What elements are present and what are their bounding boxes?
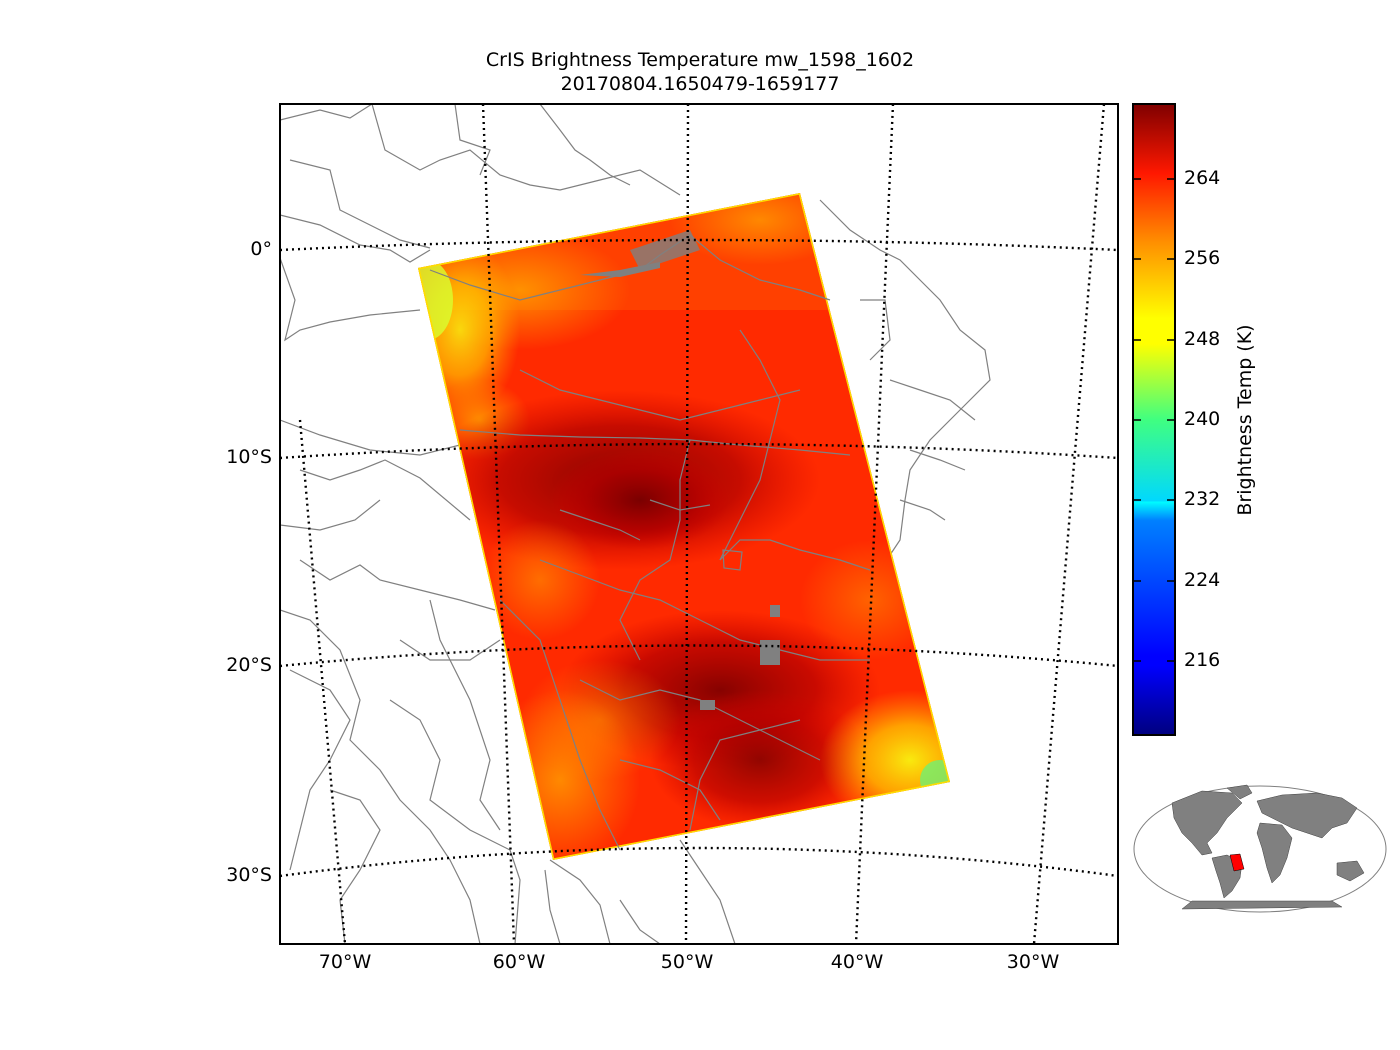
chart-title: CrIS Brightness Temperature mw_1598_1602 — [485, 49, 915, 71]
colorbar-tick-224: 224 — [1184, 569, 1221, 591]
lon-label-70w: 70°W — [318, 951, 372, 973]
coastlines — [280, 104, 991, 944]
lon-label-60w: 60°W — [492, 951, 546, 973]
lat-label-10s: 10°S — [226, 446, 272, 468]
brightness-swath — [418, 193, 950, 860]
lat-label-20s: 20°S — [226, 654, 272, 676]
map-content — [280, 104, 1118, 944]
world-locator-map-icon — [1133, 784, 1387, 913]
lon-label-30w: 30°W — [1006, 951, 1060, 973]
graticule — [280, 104, 1118, 944]
colorbar-ticks — [1133, 178, 1175, 662]
lat-label-0: 0° — [250, 238, 272, 260]
lat-label-30s: 30°S — [226, 864, 272, 886]
colorbar-tick-256: 256 — [1184, 247, 1221, 269]
lon-label-50w: 50°W — [660, 951, 714, 973]
colorbar-tick-248: 248 — [1184, 328, 1221, 350]
map-frame — [279, 103, 1119, 945]
colorbar-title: Brightness Temp (K) — [1234, 324, 1256, 516]
chart-subtitle: 20170804.1650479-1659177 — [560, 73, 840, 95]
lon-label-40w: 40°W — [830, 951, 884, 973]
colorbar-tick-240: 240 — [1184, 408, 1221, 430]
colorbar-tick-232: 232 — [1184, 488, 1221, 510]
colorbar-tick-216: 216 — [1184, 649, 1221, 671]
colorbar-tick-264: 264 — [1184, 167, 1221, 189]
